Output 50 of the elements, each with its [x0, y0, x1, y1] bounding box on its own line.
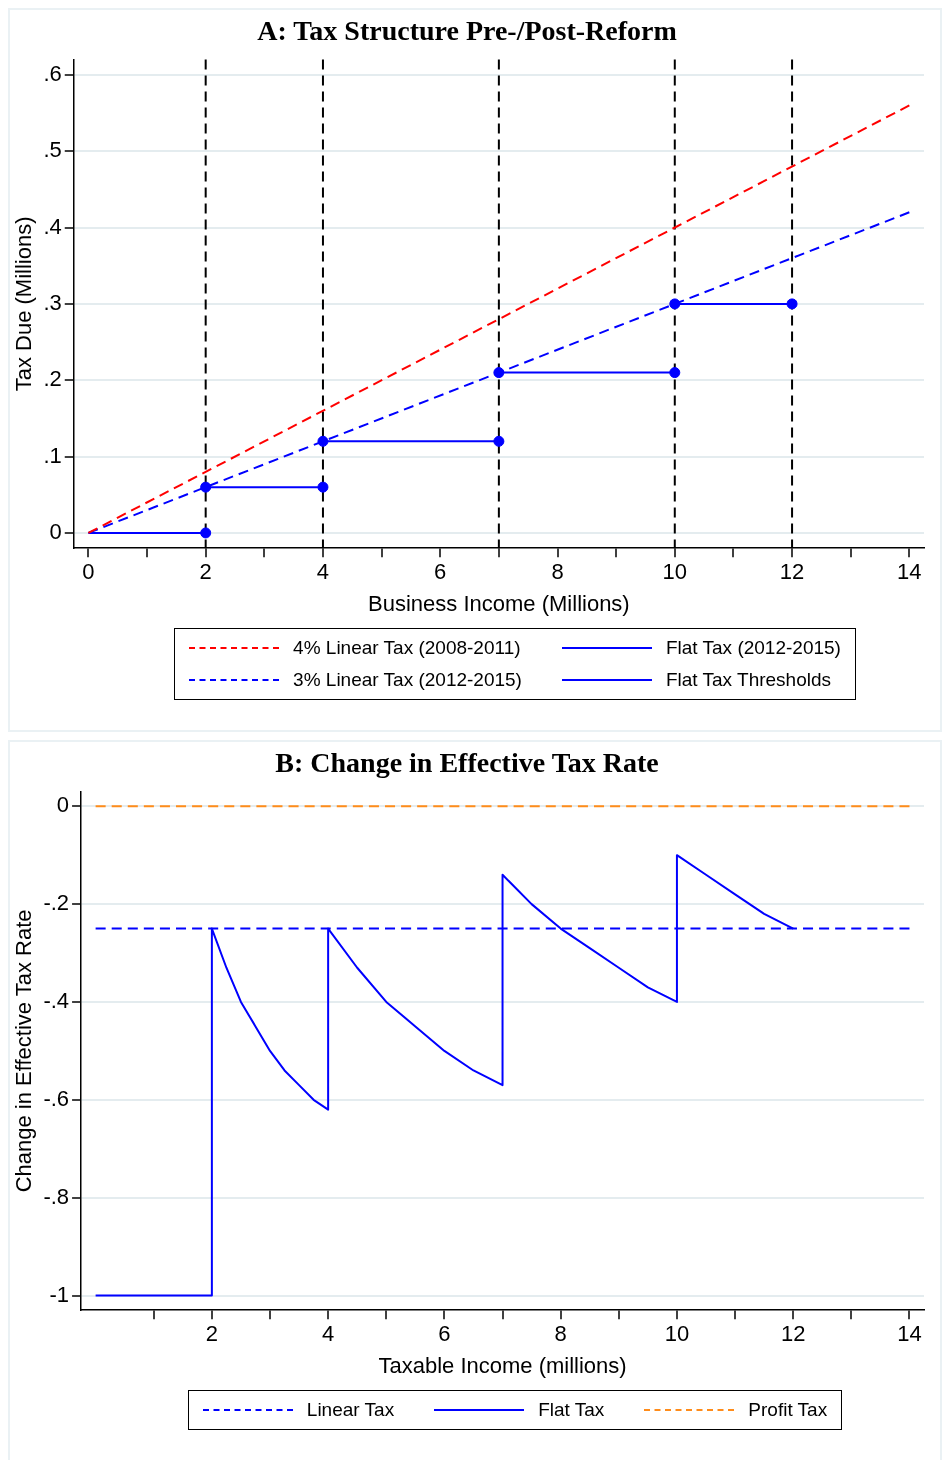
x-tick-label: 10 — [662, 559, 688, 585]
chart-title: B: Change in Effective Tax Rate — [275, 747, 659, 779]
y-tick-label: .1 — [43, 442, 62, 468]
legend-label: Linear Tax — [306, 1399, 395, 1421]
x-tick-label: 12 — [780, 1321, 806, 1347]
x-tick-label: 2 — [199, 559, 212, 585]
x-tick-label: 6 — [438, 1321, 451, 1347]
point — [493, 367, 505, 379]
y-tick-label: -.2 — [43, 890, 70, 916]
y-tick-label: .5 — [43, 137, 62, 163]
legend-label: Profit Tax — [748, 1399, 828, 1421]
y-tick-label: -.6 — [43, 1085, 70, 1111]
x-axis-title: Taxable Income (millions) — [378, 1352, 627, 1378]
y-axis-title: Tax Due (Millions) — [11, 216, 37, 392]
legend-label: Flat Tax Thresholds — [665, 669, 832, 691]
y-tick-label: -1 — [49, 1281, 70, 1307]
x-tick-label: 8 — [554, 1321, 567, 1347]
point — [786, 298, 798, 310]
y-tick-label: -.4 — [43, 988, 70, 1014]
x-tick-label: 4 — [322, 1321, 335, 1347]
y-tick-label: .2 — [43, 366, 62, 392]
point — [669, 298, 681, 310]
x-tick-label: 8 — [551, 559, 564, 585]
point — [317, 435, 329, 447]
x-tick-label: 4 — [316, 559, 330, 585]
y-tick-label: 0 — [56, 792, 70, 818]
chart-title: A: Tax Structure Pre-/Post-Reform — [257, 15, 677, 47]
x-tick-label: 6 — [434, 559, 447, 585]
x-tick-label: 10 — [664, 1321, 690, 1347]
point — [493, 435, 505, 447]
legend-label: Flat Tax — [538, 1399, 605, 1421]
y-tick-label: -.8 — [43, 1183, 70, 1209]
x-tick-label: 12 — [779, 559, 805, 585]
point — [317, 481, 329, 493]
point — [200, 527, 212, 539]
point — [200, 481, 212, 493]
x-tick-label: 14 — [897, 559, 922, 585]
y-tick-label: 0 — [49, 518, 62, 544]
x-tick-label: 14 — [897, 1321, 922, 1347]
x-axis-title: Business Income (Millions) — [368, 590, 630, 616]
y-tick-label: .4 — [43, 213, 62, 239]
x-tick-label: 2 — [205, 1321, 218, 1347]
point — [669, 367, 681, 379]
y-axis-title: Change in Effective Tax Rate — [11, 909, 37, 1193]
legend-label: 3% Linear Tax (2012-2015) — [293, 669, 522, 691]
y-tick-label: .6 — [43, 60, 62, 86]
legend-label: Flat Tax (2012-2015) — [665, 637, 841, 659]
x-tick-label: 0 — [82, 559, 95, 585]
legend-label: 4% Linear Tax (2008-2011) — [293, 637, 521, 659]
y-tick-label: .3 — [43, 289, 62, 315]
